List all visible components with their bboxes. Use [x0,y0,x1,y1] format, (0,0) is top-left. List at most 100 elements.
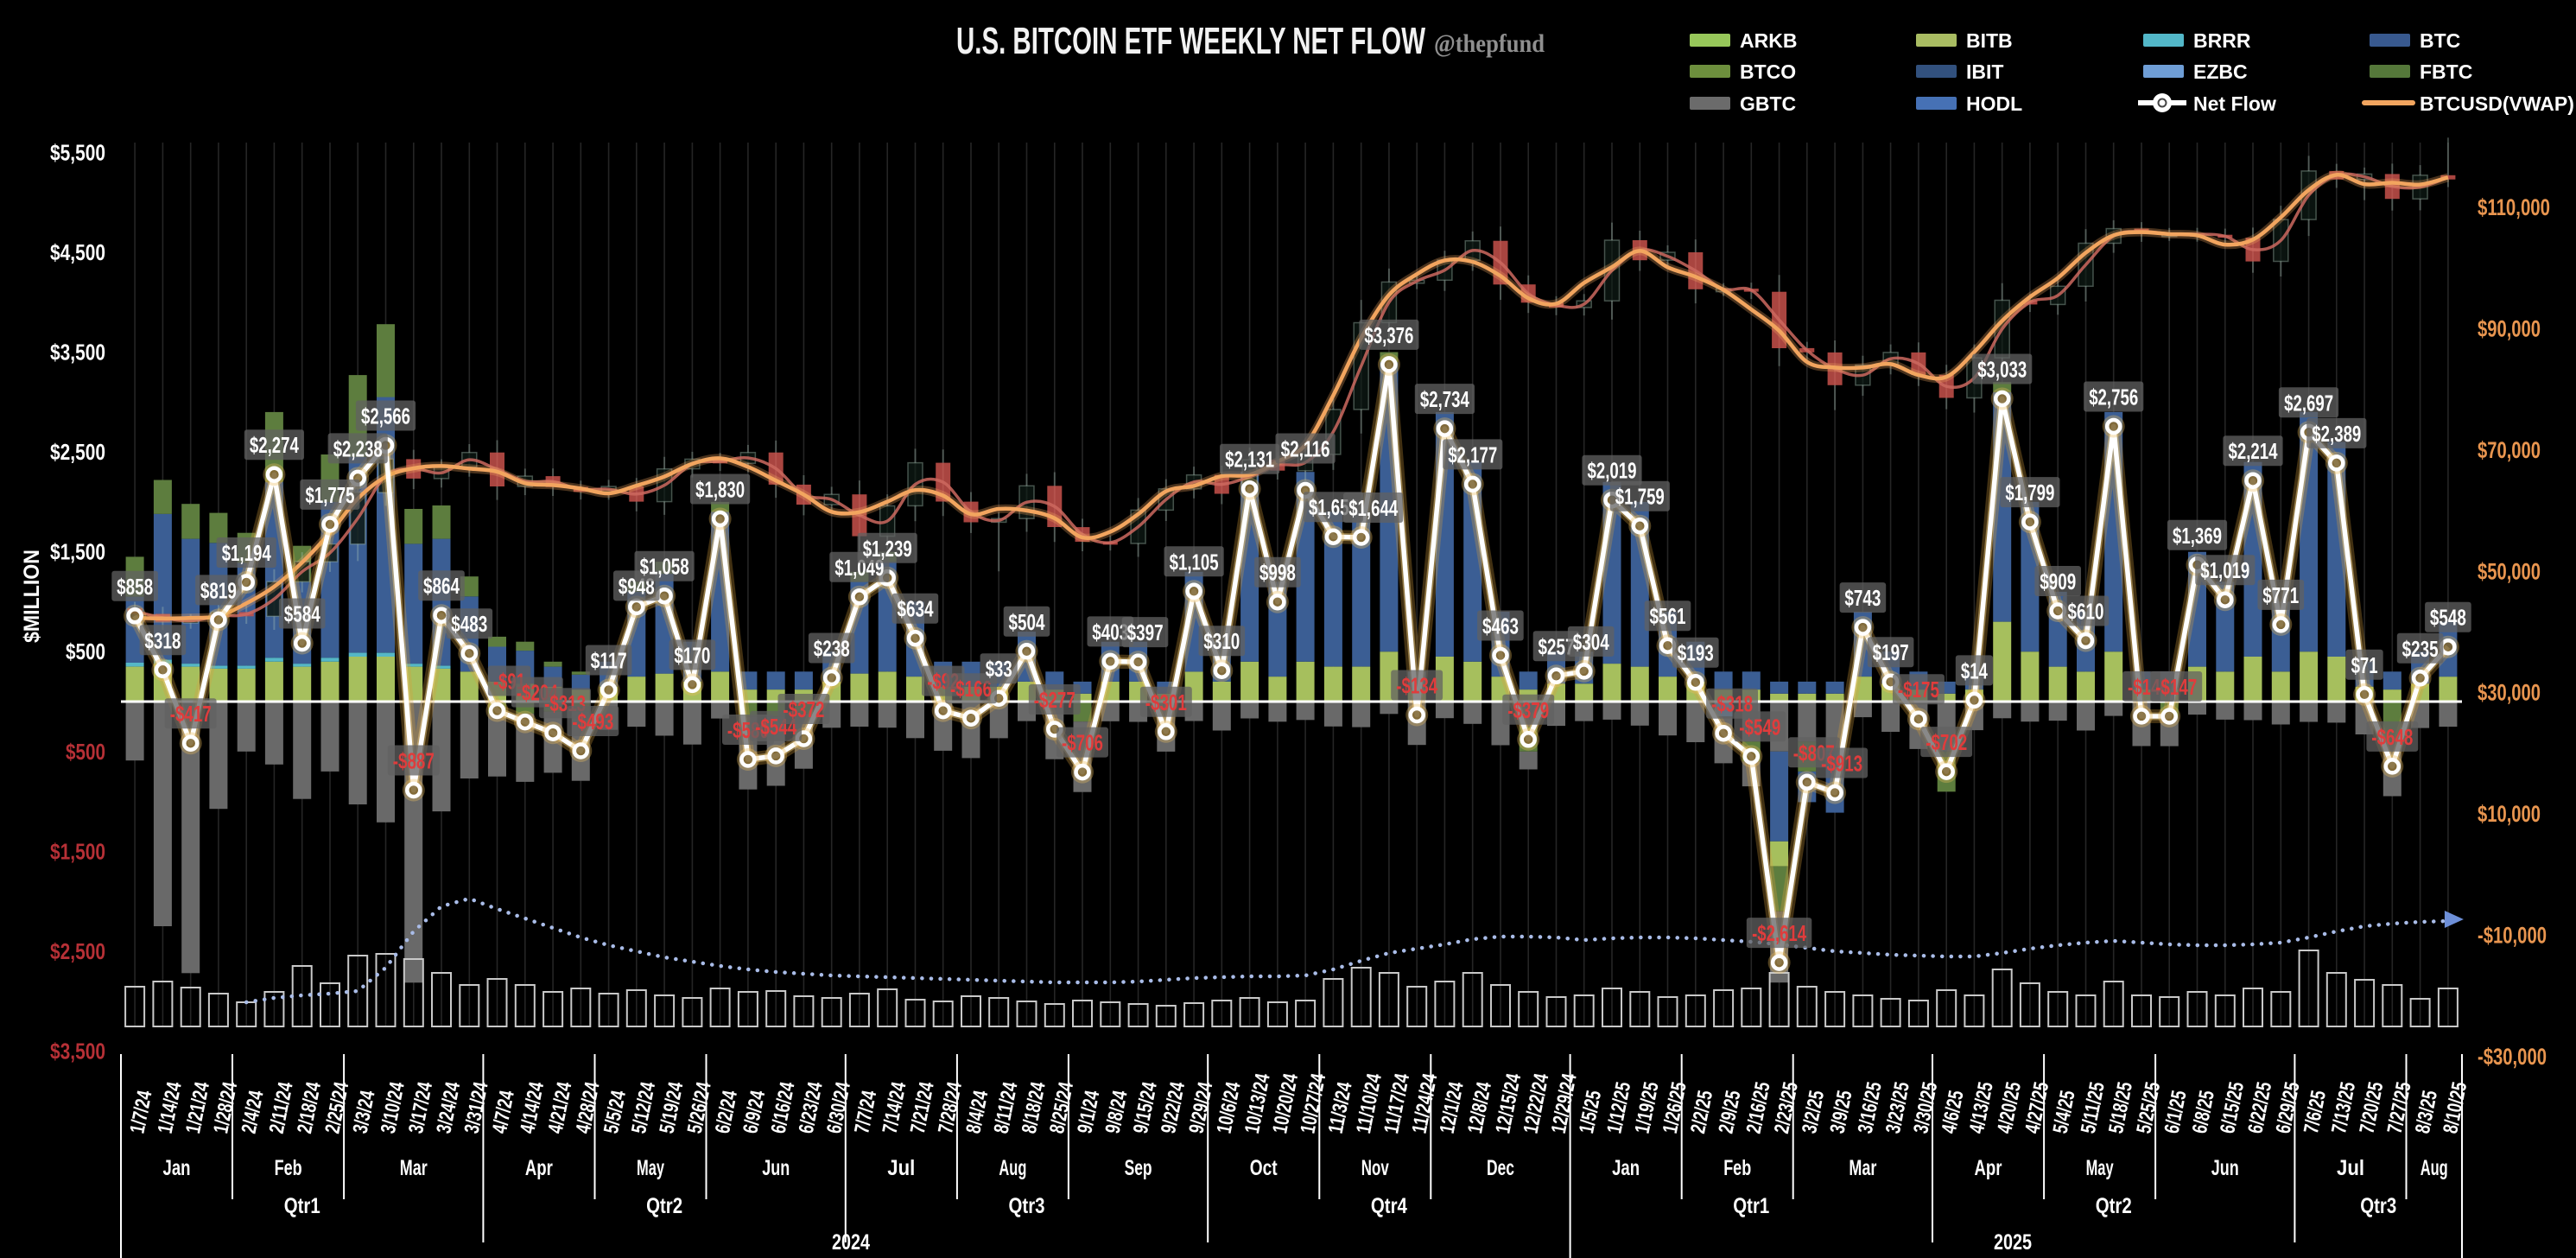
svg-text:-$372: -$372 [783,696,824,722]
svg-text:-$30,000: -$30,000 [2478,1044,2547,1070]
svg-text:FBTC: FBTC [2420,60,2472,83]
svg-text:$5,500: $5,500 [50,139,105,165]
svg-text:IBIT: IBIT [1966,60,2003,83]
svg-text:$1,105: $1,105 [1170,549,1219,575]
svg-text:$1,830: $1,830 [695,477,745,503]
svg-text:$310: $310 [1203,628,1240,654]
svg-text:$3,500: $3,500 [50,1039,105,1064]
svg-text:Qtr2: Qtr2 [2096,1194,2132,1218]
svg-text:EZBC: EZBC [2193,60,2248,83]
svg-text:Qtr4: Qtr4 [1371,1194,1407,1218]
svg-text:Qtr2: Qtr2 [646,1194,682,1218]
svg-text:2025: 2025 [1994,1230,2032,1255]
svg-text:$610: $610 [2068,599,2104,625]
svg-text:$1,775: $1,775 [306,482,355,508]
svg-text:BTC: BTC [2420,29,2460,52]
svg-text:Jul: Jul [887,1156,915,1180]
svg-text:Jan: Jan [1612,1156,1640,1180]
svg-text:$397: $397 [1127,619,1164,645]
svg-text:$304: $304 [1573,629,1609,655]
svg-text:HODL: HODL [1966,92,2022,115]
svg-text:$235: $235 [2402,636,2439,662]
svg-text:$MILLION: $MILLION [20,550,44,643]
svg-text:Net Flow: Net Flow [2193,92,2276,115]
svg-text:Jan: Jan [163,1156,191,1180]
svg-text:$70,000: $70,000 [2478,437,2541,463]
svg-text:BITB: BITB [1966,29,2013,52]
svg-text:-$702: -$702 [1926,729,1967,755]
svg-text:BTCUSD(VWAP): BTCUSD(VWAP) [2420,92,2574,115]
svg-text:$2,274: $2,274 [250,432,299,458]
svg-text:$2,389: $2,389 [2312,421,2361,447]
svg-text:$2,238: $2,238 [333,435,383,461]
svg-text:$1,239: $1,239 [863,536,912,562]
svg-text:Sep: Sep [1125,1156,1152,1180]
svg-text:$463: $463 [1482,613,1519,639]
svg-text:$819: $819 [200,577,237,603]
svg-text:$10,000: $10,000 [2478,801,2541,827]
svg-text:Mar: Mar [1849,1156,1876,1180]
svg-text:Feb: Feb [1723,1156,1751,1180]
svg-text:GBTC: GBTC [1740,92,1796,115]
svg-text:May: May [637,1156,664,1180]
svg-text:$1,644: $1,644 [1348,495,1398,521]
svg-text:$318: $318 [144,627,181,653]
svg-text:$998: $998 [1259,560,1296,586]
svg-text:$30,000: $30,000 [2478,680,2541,706]
svg-text:$2,177: $2,177 [1448,442,1497,467]
svg-text:$858: $858 [117,574,153,600]
svg-text:May: May [2086,1156,2114,1180]
svg-text:$2,116: $2,116 [1281,436,1330,462]
svg-text:Qtr3: Qtr3 [1009,1194,1045,1218]
svg-text:$500: $500 [66,739,105,765]
svg-text:@thepfund: @thepfund [1434,29,1545,58]
svg-text:$483: $483 [451,611,487,637]
svg-text:Mar: Mar [400,1156,428,1180]
svg-text:Apr: Apr [1975,1156,2002,1180]
svg-text:$197: $197 [1873,639,1909,665]
svg-text:$864: $864 [423,573,460,599]
svg-text:Dec: Dec [1487,1156,1514,1180]
svg-text:BRRR: BRRR [2193,29,2251,52]
svg-text:$4,500: $4,500 [50,239,105,265]
svg-text:$2,734: $2,734 [1420,386,1469,412]
svg-text:$3,033: $3,033 [1977,357,2027,383]
svg-text:-$648: -$648 [2371,724,2413,750]
svg-text:Jun: Jun [2211,1156,2239,1180]
svg-text:$90,000: $90,000 [2478,316,2541,342]
svg-text:Aug: Aug [999,1156,1026,1180]
svg-text:$1,369: $1,369 [2173,523,2222,549]
svg-text:-$277: -$277 [1034,687,1075,713]
svg-text:Aug: Aug [2421,1156,2448,1180]
svg-text:$584: $584 [284,601,320,627]
svg-text:-$2,614: -$2,614 [1752,920,1806,946]
svg-text:$33: $33 [986,656,1012,682]
svg-text:-$549: -$549 [1739,714,1780,740]
svg-text:-$379: -$379 [1507,697,1549,723]
svg-text:$193: $193 [1678,640,1714,666]
svg-text:-$913: -$913 [1821,751,1862,777]
svg-text:Jul: Jul [2337,1156,2364,1180]
svg-text:Oct: Oct [1250,1156,1278,1180]
svg-text:$1,194: $1,194 [222,540,271,566]
svg-text:$170: $170 [674,642,710,668]
svg-text:2024: 2024 [832,1230,870,1255]
svg-text:-$10,000: -$10,000 [2478,923,2547,949]
svg-text:$2,500: $2,500 [50,938,105,964]
svg-text:$71: $71 [2351,652,2378,678]
svg-text:-$134: -$134 [1396,673,1437,699]
svg-text:$2,019: $2,019 [1588,458,1637,484]
svg-text:Jun: Jun [762,1156,790,1180]
svg-text:$1,500: $1,500 [50,838,105,864]
svg-text:$504: $504 [1009,609,1045,635]
svg-text:$2,131: $2,131 [1225,447,1274,473]
svg-text:$500: $500 [66,639,105,664]
svg-text:$771: $771 [2262,582,2299,608]
svg-text:-$175: -$175 [1898,677,1939,702]
svg-text:BTCO: BTCO [1740,60,1796,83]
svg-text:Feb: Feb [275,1156,302,1180]
svg-text:$2,756: $2,756 [2089,384,2138,410]
svg-text:-$417: -$417 [170,701,212,727]
svg-text:$2,500: $2,500 [50,439,105,465]
svg-text:$1,799: $1,799 [2005,480,2054,505]
